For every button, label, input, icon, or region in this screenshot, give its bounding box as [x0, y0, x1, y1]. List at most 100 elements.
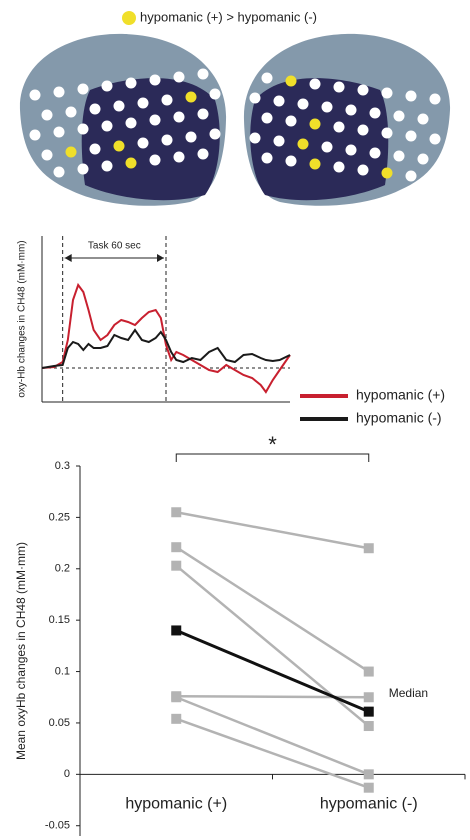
- channel-dot: [429, 133, 441, 145]
- channel-dot: [53, 86, 65, 98]
- channel-dot: [261, 112, 273, 124]
- channel-dot: [125, 157, 137, 169]
- point-marker: [171, 692, 182, 703]
- channel-dot: [273, 135, 285, 147]
- channel-dot: [197, 108, 209, 120]
- channel-dot: [113, 140, 125, 152]
- channel-dot: [261, 152, 273, 164]
- series-line: [176, 694, 369, 699]
- channel-dot: [357, 124, 369, 136]
- channel-dot: [369, 147, 381, 159]
- channel-dot: [357, 84, 369, 96]
- channel-dot: [309, 118, 321, 130]
- channel-dot: [417, 153, 429, 165]
- point-marker: [171, 560, 182, 571]
- point-marker: [171, 625, 182, 636]
- channel-dot: [285, 155, 297, 167]
- channel-dot: [321, 101, 333, 113]
- channel-dot: [185, 131, 197, 143]
- channel-dot: [29, 129, 41, 141]
- y-tick-label: -0.05: [45, 820, 70, 832]
- channel-dot: [405, 130, 417, 142]
- channel-dot: [161, 94, 173, 106]
- point-marker: [363, 543, 374, 554]
- channel-dot: [405, 170, 417, 182]
- series-line: [41, 282, 291, 394]
- channel-dot: [405, 90, 417, 102]
- y-axis-label: oxy-Hb changes in CH48 (mM·mm): [17, 240, 28, 397]
- brains: [19, 33, 451, 206]
- point-marker: [171, 713, 182, 724]
- channel-dot: [273, 95, 285, 107]
- channel-dot: [345, 144, 357, 156]
- channel-dot: [381, 127, 393, 139]
- channel-dot: [393, 110, 405, 122]
- channel-dot: [125, 117, 137, 129]
- series-label: Median: [389, 686, 428, 700]
- brain-left-region: [81, 78, 220, 201]
- point-marker: [171, 507, 182, 518]
- channel-dot: [101, 80, 113, 92]
- y-tick-label: 0.1: [55, 665, 70, 677]
- point-marker: [363, 721, 374, 732]
- point-marker: [363, 706, 374, 717]
- series-line: [41, 328, 291, 369]
- channel-dot: [77, 123, 89, 135]
- channel-dot: [285, 115, 297, 127]
- channel-dot: [345, 104, 357, 116]
- x-tick-label: hypomanic (+): [125, 796, 227, 813]
- y-tick-label: 0.25: [49, 511, 70, 523]
- channel-dot: [65, 106, 77, 118]
- annotation: *: [268, 432, 277, 457]
- channel-dot: [101, 160, 113, 172]
- channel-dot: [321, 141, 333, 153]
- point-marker: [363, 692, 374, 703]
- channel-dot: [89, 103, 101, 115]
- channel-dot: [29, 169, 41, 181]
- point-marker: [363, 782, 374, 793]
- channel-dot: [249, 132, 261, 144]
- channel-dot: [29, 89, 41, 101]
- channel-dot: [429, 173, 441, 185]
- channel-dot: [297, 98, 309, 110]
- channel-dot: [101, 120, 113, 132]
- channel-dot: [77, 83, 89, 95]
- channel-dot: [309, 78, 321, 90]
- y-tick-label: 0.2: [55, 563, 70, 575]
- y-tick-label: 0: [64, 768, 70, 780]
- channel-dot: [393, 150, 405, 162]
- channel-dot: [137, 97, 149, 109]
- channel-dot: [381, 87, 393, 99]
- series-line: [175, 717, 370, 789]
- y-axis-label: Mean oxyHb changes in CH48 (mM·mm): [14, 542, 28, 760]
- channel-dot: [333, 81, 345, 93]
- channel-dot: [249, 92, 261, 104]
- legend-dot: [122, 11, 136, 25]
- y-tick-label: 0.3: [55, 460, 70, 472]
- series-line: [175, 696, 370, 776]
- channel-dot: [209, 88, 221, 100]
- channel-dot: [381, 167, 393, 179]
- channel-dot: [173, 111, 185, 123]
- channel-dot: [197, 148, 209, 160]
- channel-dot: [417, 113, 429, 125]
- channel-dot: [209, 128, 221, 140]
- channel-dot: [65, 146, 77, 158]
- channel-dot: [173, 151, 185, 163]
- channel-dot: [89, 143, 101, 155]
- channel-dot: [149, 154, 161, 166]
- channel-dot: [113, 100, 125, 112]
- series-line: [176, 511, 369, 550]
- channel-dot: [53, 166, 65, 178]
- annotation: Task 60 sec: [88, 241, 141, 252]
- x-tick-label: hypomanic (-): [320, 796, 418, 813]
- channel-dot: [185, 91, 197, 103]
- channel-dot: [161, 134, 173, 146]
- point-marker: [363, 769, 374, 780]
- point-marker: [171, 542, 182, 553]
- y-tick-label: 0.05: [49, 717, 70, 729]
- channel-dot: [357, 164, 369, 176]
- channel-dot: [333, 121, 345, 133]
- legend-label: hypomanic (+): [356, 387, 445, 403]
